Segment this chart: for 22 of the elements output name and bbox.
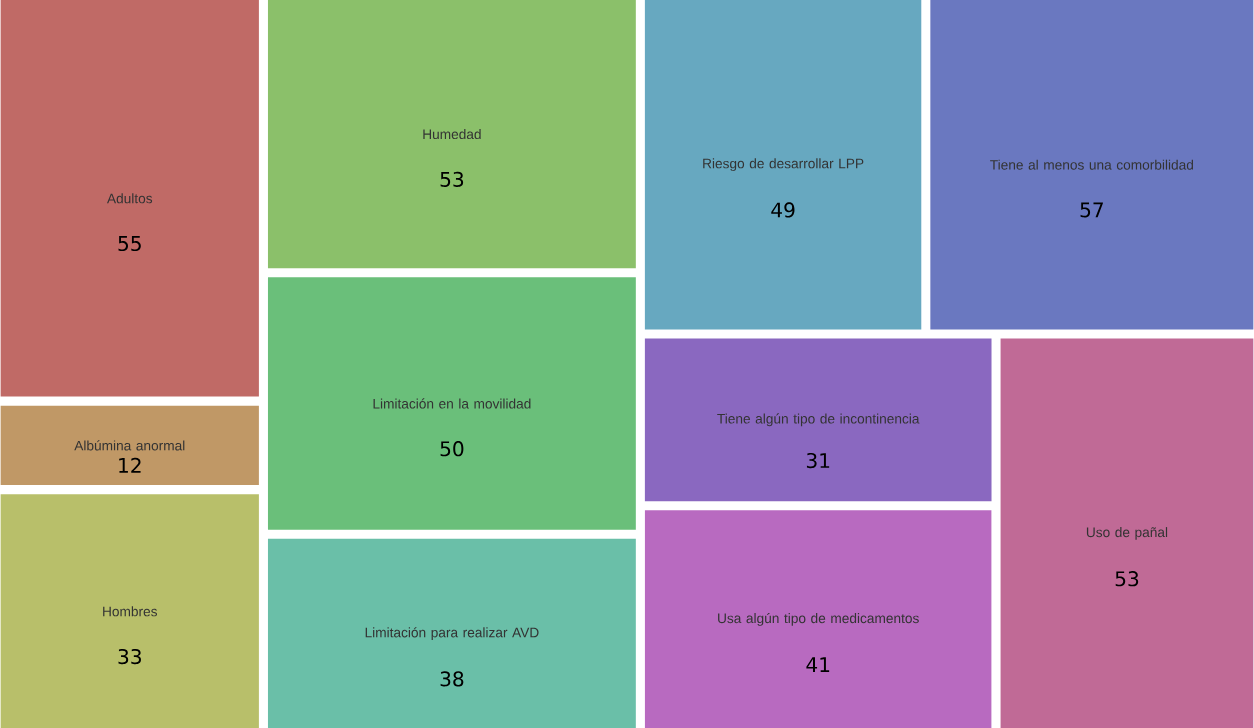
data-label: 33 (118, 648, 141, 664)
category-label: Adultos (106, 193, 153, 204)
data-label: 49 (771, 202, 795, 218)
category-label: Limitación para realizar AVD (365, 626, 539, 640)
category-label: Humedad (423, 128, 481, 139)
category-label: Usa algún tipo de medicamentos (718, 612, 919, 626)
data-label: 41 (806, 657, 830, 672)
data-label: 31 (806, 452, 830, 468)
data-label: 12 (119, 457, 141, 473)
category-label: Tiene algún tipo de incontinencia (717, 413, 920, 427)
category-label: Riesgo de desarrollar LPP (703, 158, 864, 171)
category-label: Albúmina anormal (74, 440, 185, 451)
data-label: 50 (440, 440, 464, 457)
data-label: 53 (1115, 570, 1139, 587)
data-label: 55 (118, 235, 141, 251)
data-label: 57 (1080, 202, 1103, 218)
data-label: 53 (440, 171, 464, 187)
category-label: Hombres (103, 606, 158, 617)
data-label: 38 (440, 671, 464, 687)
category-label: Limitación en la movilidad (373, 398, 531, 409)
category-label: Uso de pañal (1086, 526, 1168, 540)
category-label: Tiene al menos una comorbilidad (990, 159, 1193, 170)
